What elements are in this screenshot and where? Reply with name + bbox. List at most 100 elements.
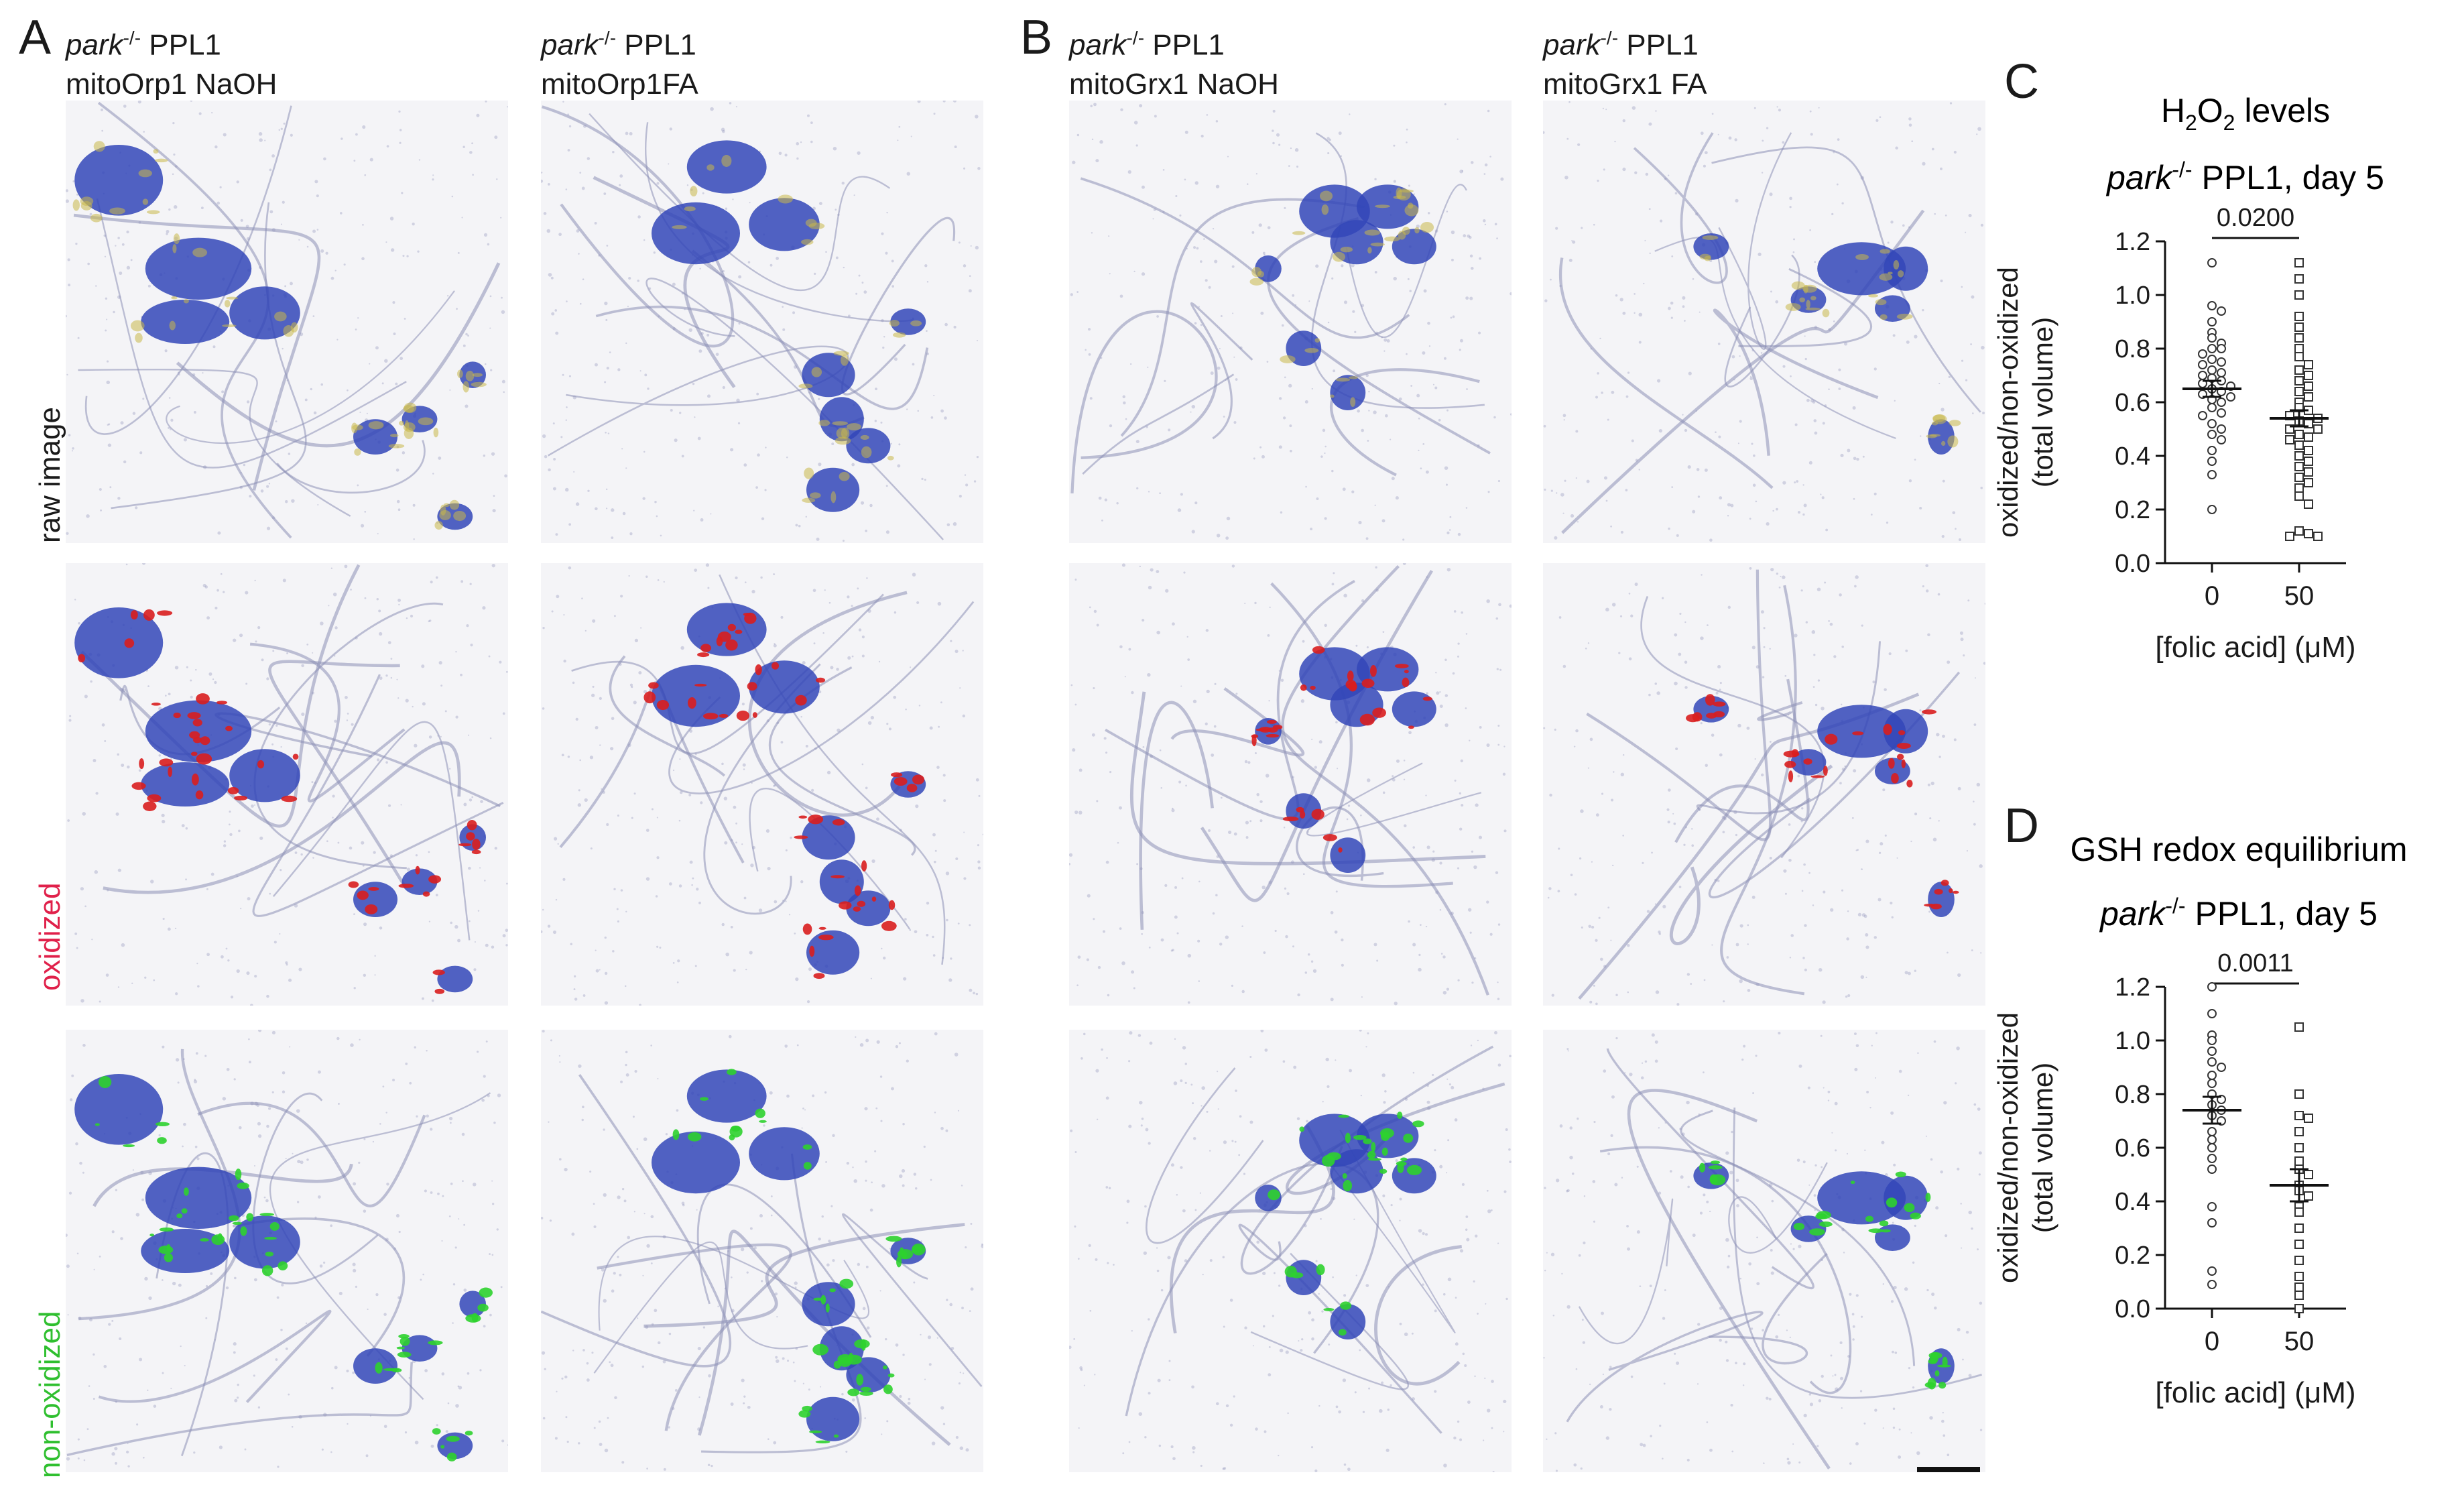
background-puncta xyxy=(1399,1219,1401,1221)
background-puncta xyxy=(541,930,543,933)
cell-body xyxy=(459,1291,486,1317)
background-puncta xyxy=(1961,359,1964,362)
non-oxidized-mito xyxy=(885,1236,902,1242)
background-puncta xyxy=(627,1236,631,1240)
background-puncta xyxy=(940,701,942,704)
background-puncta xyxy=(1933,1040,1936,1043)
background-puncta xyxy=(1333,572,1335,575)
background-puncta xyxy=(1561,1272,1563,1275)
background-puncta xyxy=(1489,156,1491,158)
mito-signal xyxy=(138,169,152,178)
background-puncta xyxy=(1107,994,1110,997)
cell-body xyxy=(145,700,252,762)
background-puncta xyxy=(735,106,737,108)
background-puncta xyxy=(1726,1265,1730,1269)
background-puncta xyxy=(1804,335,1806,337)
oxidized-mito xyxy=(697,652,710,658)
background-puncta xyxy=(564,1167,568,1172)
non-oxidized-mito xyxy=(860,1386,871,1392)
background-puncta xyxy=(1940,279,1943,283)
background-puncta xyxy=(1703,1071,1705,1074)
chart-d-svg: GSH redox equilibrium park-/- PPL1, day … xyxy=(1992,831,2408,1409)
background-puncta xyxy=(1957,973,1961,977)
background-puncta xyxy=(920,1333,922,1336)
background-puncta xyxy=(1766,1396,1769,1400)
oxidized-mito xyxy=(1310,685,1316,691)
background-puncta xyxy=(1478,835,1483,839)
background-puncta xyxy=(1467,1400,1471,1404)
background-puncta xyxy=(135,506,138,510)
background-puncta xyxy=(1544,1187,1546,1189)
background-puncta xyxy=(1398,397,1402,401)
background-puncta xyxy=(1620,530,1623,534)
background-puncta xyxy=(1079,768,1083,772)
background-puncta xyxy=(1831,213,1834,216)
background-puncta xyxy=(449,1122,452,1124)
neurite-fiber xyxy=(268,660,407,889)
background-puncta xyxy=(1361,428,1364,432)
neurite-fiber xyxy=(73,213,321,491)
background-puncta xyxy=(282,579,286,583)
background-puncta xyxy=(1338,1410,1341,1414)
non-oxidized-mito xyxy=(183,1187,189,1196)
mito-signal xyxy=(804,467,814,479)
background-puncta xyxy=(507,106,508,108)
cell-body xyxy=(141,762,230,806)
background-puncta xyxy=(507,1444,508,1446)
background-puncta xyxy=(1622,754,1625,756)
background-puncta xyxy=(656,945,659,948)
background-puncta xyxy=(1980,223,1984,227)
background-puncta xyxy=(976,455,979,459)
neurite-fiber xyxy=(1267,217,1491,455)
background-puncta xyxy=(1384,1090,1387,1093)
background-puncta xyxy=(1459,170,1463,174)
background-puncta xyxy=(448,1215,451,1217)
background-puncta xyxy=(1735,1362,1737,1365)
background-puncta xyxy=(785,849,788,851)
background-puncta xyxy=(625,910,627,913)
background-puncta xyxy=(249,1004,253,1006)
background-puncta xyxy=(172,1281,176,1286)
background-puncta xyxy=(584,630,587,632)
background-puncta xyxy=(937,601,942,606)
mito-signal xyxy=(1384,236,1400,242)
background-puncta xyxy=(1747,989,1751,992)
oxidized-mito xyxy=(1296,806,1304,813)
background-puncta xyxy=(346,1369,349,1373)
background-puncta xyxy=(316,229,319,231)
background-puncta xyxy=(1935,1206,1939,1210)
background-puncta xyxy=(813,642,816,645)
background-puncta xyxy=(1365,537,1369,540)
background-puncta xyxy=(1357,409,1360,413)
neurite-fiber xyxy=(598,1236,869,1331)
background-puncta xyxy=(1650,1435,1652,1437)
background-puncta xyxy=(1755,1055,1758,1057)
oxidized-mito xyxy=(1267,719,1277,724)
background-puncta xyxy=(1760,610,1764,614)
chart-d-title-line1: GSH redox equilibrium xyxy=(2071,831,2408,868)
background-puncta xyxy=(1919,506,1922,510)
oxidized-mito xyxy=(1299,811,1306,819)
background-puncta xyxy=(1484,163,1488,167)
background-puncta xyxy=(1452,672,1455,675)
background-puncta xyxy=(288,1393,290,1396)
background-puncta xyxy=(706,333,710,337)
background-puncta xyxy=(1426,692,1428,695)
oxidized-mito xyxy=(771,662,780,670)
background-puncta xyxy=(393,333,396,335)
background-puncta xyxy=(72,450,74,452)
mito-signal xyxy=(183,298,189,304)
cell-body xyxy=(437,965,473,993)
oxidized-mito xyxy=(643,691,656,704)
background-puncta xyxy=(1643,282,1645,285)
neurite-fiber xyxy=(595,305,929,410)
background-puncta xyxy=(928,1363,932,1366)
background-puncta xyxy=(1802,513,1805,516)
background-puncta xyxy=(1574,893,1577,896)
background-puncta xyxy=(1749,377,1753,381)
background-puncta xyxy=(906,1059,909,1063)
background-puncta xyxy=(1772,510,1774,512)
background-puncta xyxy=(282,1071,286,1075)
background-puncta xyxy=(776,256,780,260)
neurite-fiber xyxy=(252,674,504,917)
